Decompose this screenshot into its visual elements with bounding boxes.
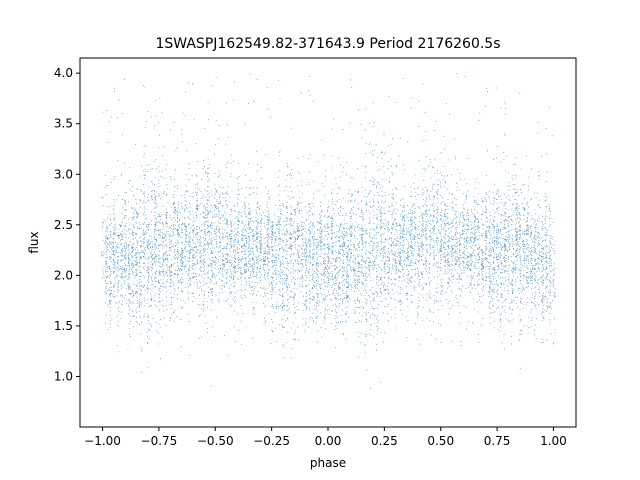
y-axis-label: flux — [27, 231, 41, 253]
chart-title: 1SWASPJ162549.82-371643.9 Period 2176260… — [155, 36, 500, 52]
y-tick-label: 1.0 — [54, 369, 73, 383]
y-tick-label: 3.5 — [54, 117, 73, 131]
x-tick-label: 0.00 — [315, 434, 342, 448]
x-tick-label: −0.25 — [253, 434, 290, 448]
x-tick-label: −0.75 — [141, 434, 178, 448]
y-tick-label: 2.5 — [54, 218, 73, 232]
x-tick-label: 1.00 — [540, 434, 567, 448]
y-tick-label: 1.5 — [54, 319, 73, 333]
y-tick-label: 3.0 — [54, 167, 73, 181]
y-tick-label: 4.0 — [54, 66, 73, 80]
x-tick-label: 0.50 — [427, 434, 454, 448]
y-axis-ticks: 1.0 1.5 2.0 2.5 3.0 3.5 4.0 — [54, 66, 80, 383]
x-tick-label: −1.00 — [84, 434, 121, 448]
x-tick-label: −0.50 — [197, 434, 234, 448]
x-axis-label: phase — [310, 456, 346, 470]
x-axis-ticks: −1.00 −0.75 −0.50 −0.25 0.00 0.25 0.50 0.75 1.00 — [84, 427, 567, 448]
y-tick-label: 2.0 — [54, 268, 73, 282]
x-tick-label: 0.75 — [484, 434, 511, 448]
x-tick-label: 0.25 — [371, 434, 398, 448]
